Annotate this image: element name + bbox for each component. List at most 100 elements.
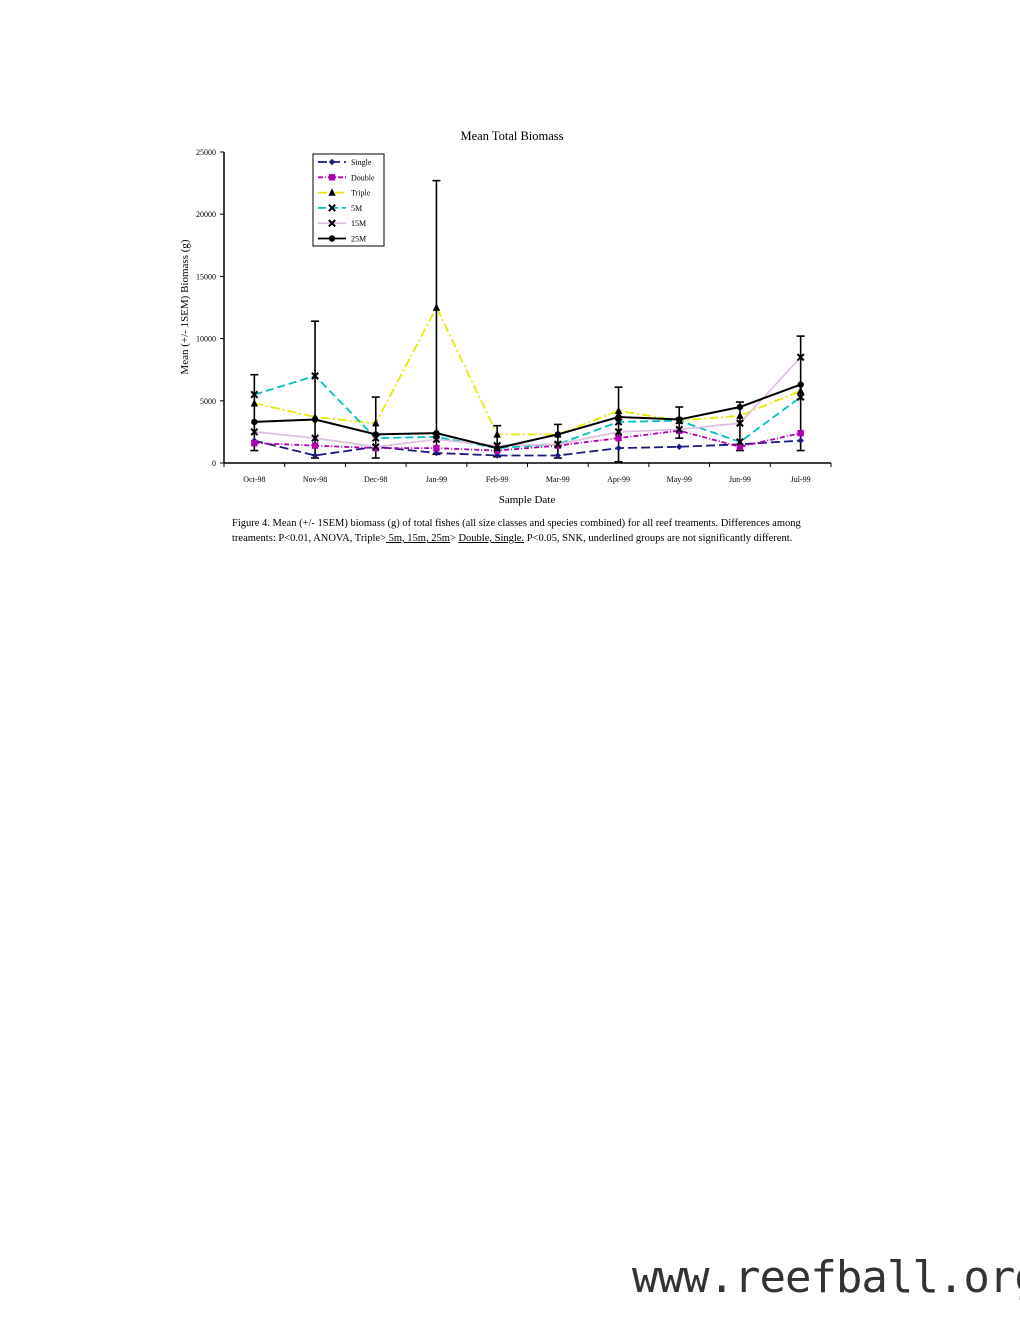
x-tick-label: Mar-99 [546, 475, 570, 484]
data-point [372, 418, 380, 427]
data-point [736, 437, 744, 446]
data-point [311, 452, 319, 459]
data-point [675, 425, 684, 434]
data-point [614, 427, 623, 436]
y-ticks: 0 5000 10000 15000 20000 25000 [196, 148, 224, 468]
y-axis-label: Mean (+/- 1SEM) Biomass (g) [179, 239, 191, 374]
x-tick-label: Feb-99 [486, 475, 509, 484]
data-point [250, 399, 259, 407]
legend-marker [328, 219, 336, 228]
legend-marker [328, 235, 336, 242]
marker-stroke [796, 393, 805, 401]
x-ticks: Oct-98 Nov-98 Dec-98 Jan-99 Feb-99 Mar-99 Apr-… [223, 463, 832, 484]
data-point [433, 429, 440, 437]
data-point [797, 381, 804, 388]
marker-stroke [553, 440, 562, 449]
legend-marker [328, 188, 336, 196]
watermark-url: www.reefball.org [632, 1252, 1020, 1303]
legend: Single Double Triple 5M 15M 25M [312, 153, 385, 247]
caption-text-1: Figure 4. Mean (+/- 1SEM) biomass (g) of… [232, 518, 801, 544]
legend-label: Triple [351, 189, 371, 198]
series-line [254, 383, 801, 450]
legend-box [312, 153, 385, 247]
figure-caption: Figure 4. Mean (+/- 1SEM) biomass (g) of… [232, 516, 802, 546]
x-tick-label: Jan-99 [426, 475, 447, 484]
marker-stroke [614, 418, 623, 426]
caption-group-1: 5m, 15m, 25m [386, 533, 450, 544]
marker-stroke [250, 427, 259, 436]
data-point [676, 416, 683, 423]
marker-stroke [432, 435, 441, 444]
data-point [615, 434, 622, 442]
x-tick-label: Apr-99 [607, 475, 630, 484]
legend-label: Double [351, 173, 375, 182]
marker-stroke [250, 390, 259, 399]
data-point [311, 434, 319, 443]
data-point [797, 429, 804, 437]
marker-stroke [614, 427, 623, 436]
series-25m [251, 381, 804, 452]
data-point [311, 372, 319, 380]
caption-text-3: P<0.05, SNK, underlined groups are not s… [524, 533, 793, 544]
marker-stroke [328, 219, 336, 228]
series-triple [250, 303, 805, 438]
data-point [614, 406, 623, 414]
data-point [251, 418, 258, 426]
data-point [615, 413, 622, 421]
legend-label: 25M [351, 235, 366, 244]
data-point [250, 427, 259, 436]
data-point [736, 419, 744, 428]
data-point [311, 442, 319, 449]
legend-label: 15M [351, 219, 366, 228]
y-tick-label: 10000 [196, 335, 216, 344]
marker-stroke [328, 203, 336, 212]
data-point [433, 449, 440, 457]
data-point [493, 452, 501, 459]
data-point [676, 443, 683, 451]
data-point [432, 435, 441, 444]
data-point [432, 303, 441, 311]
legend-label: Single [351, 158, 372, 167]
series-line [254, 356, 802, 448]
x-tick-label: Nov-98 [303, 475, 327, 484]
series-line [254, 439, 801, 457]
y-tick-label: 25000 [196, 148, 216, 157]
series-line [254, 305, 801, 436]
data-point [796, 393, 805, 401]
y-tick-label: 15000 [196, 272, 216, 281]
data-point [797, 437, 804, 444]
marker-stroke [796, 353, 805, 362]
marker-stroke [736, 437, 744, 446]
y-tick-label: 20000 [196, 210, 216, 219]
y-tick-label: 5000 [200, 397, 216, 406]
chart-title: Mean Total Biomass [460, 129, 563, 143]
data-point [796, 353, 805, 362]
series-layer [250, 303, 805, 459]
data-point [311, 416, 319, 423]
x-axis-label: Sample Date [499, 494, 556, 506]
data-point [433, 444, 440, 452]
series-line [254, 429, 801, 452]
data-point [250, 390, 259, 399]
series-15m [250, 353, 805, 451]
marker-stroke [311, 372, 319, 380]
marker-stroke [675, 425, 684, 434]
legend-marker [328, 203, 336, 212]
series-line [254, 374, 802, 450]
marker-stroke [736, 419, 744, 428]
data-point [493, 430, 501, 438]
data-point [796, 386, 805, 395]
legend-label: 5M [351, 204, 362, 213]
x-tick-label: Oct-98 [243, 475, 265, 484]
x-tick-label: Jun-99 [729, 475, 751, 484]
data-point [736, 411, 744, 419]
data-point [554, 452, 562, 459]
biomass-chart: Mean Total Biomass Sample Date Mean (+/-… [179, 129, 832, 506]
x-tick-label: May-99 [667, 475, 692, 484]
data-point [736, 403, 744, 411]
series-5m [250, 372, 805, 452]
legend-marker [328, 158, 336, 166]
legend-marker [328, 174, 336, 181]
y-tick-label: 0 [212, 459, 216, 468]
data-point [372, 431, 379, 438]
